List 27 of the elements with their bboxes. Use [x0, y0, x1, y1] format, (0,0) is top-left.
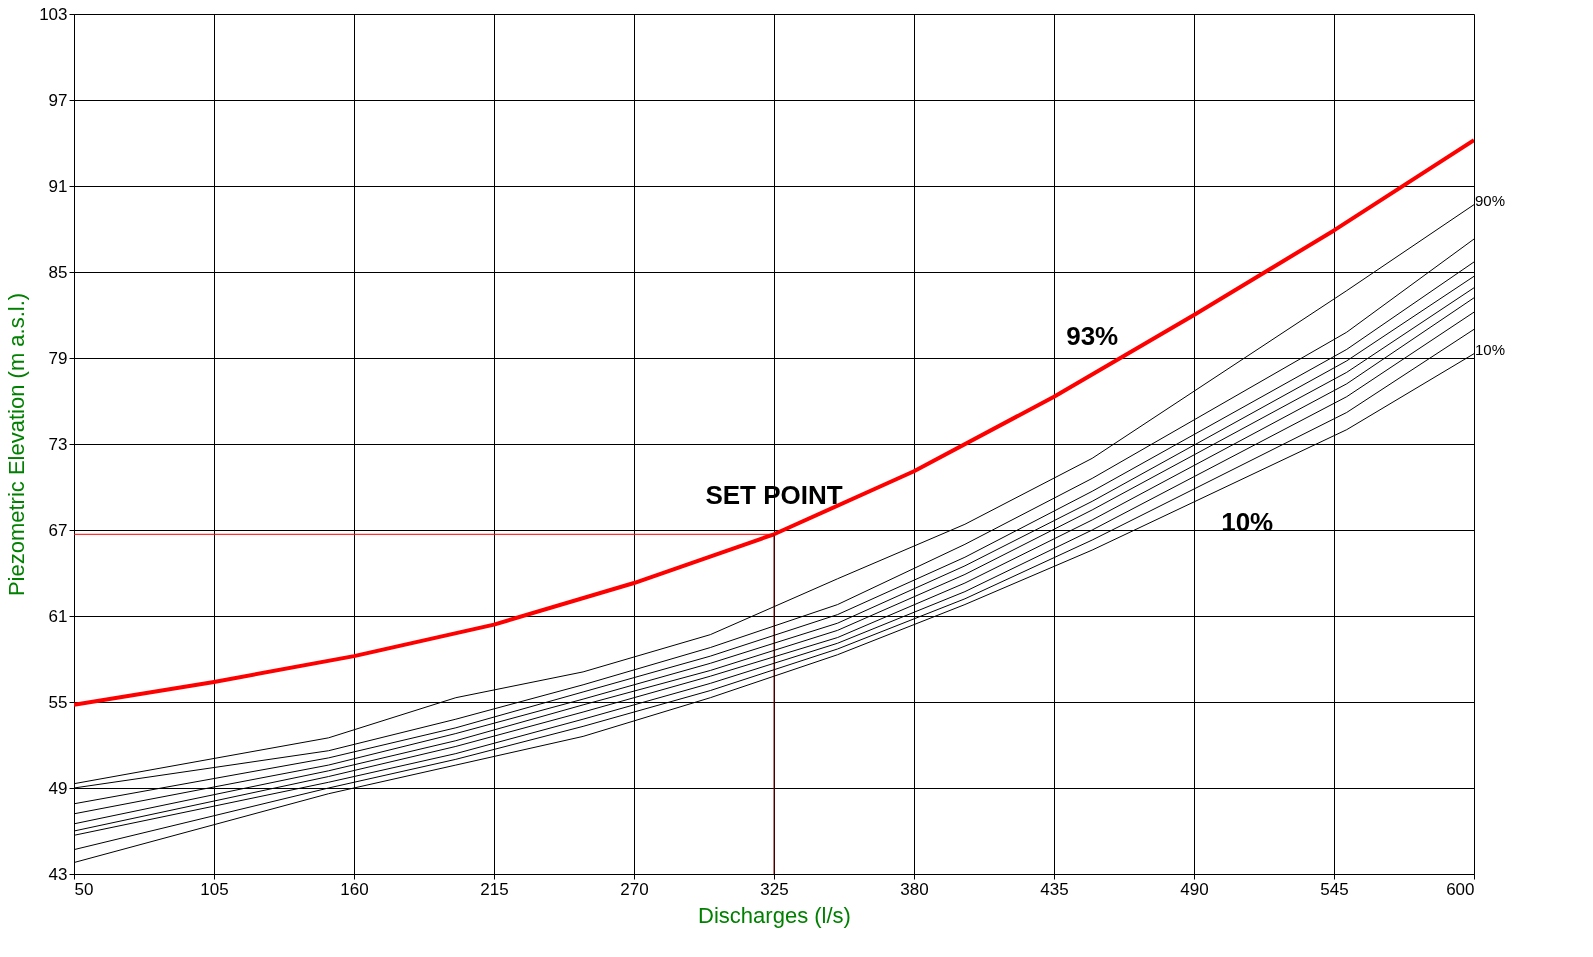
y-tick-label: 49 [48, 778, 68, 798]
x-tick-label: 435 [1040, 879, 1069, 899]
y-tick-label: 97 [48, 90, 68, 110]
y-tick-label: 43 [48, 864, 68, 884]
x-tick-label: 105 [200, 879, 229, 899]
y-tick-label: 55 [48, 692, 68, 712]
y-tick-label: 73 [48, 434, 68, 454]
x-tick-label: 380 [900, 879, 929, 899]
y-tick-label: 67 [48, 520, 68, 540]
x-tick-label: 50 [74, 879, 94, 899]
series-label: 90% [1475, 191, 1506, 209]
y-tick-label: 103 [39, 4, 68, 24]
x-tick-label: 215 [480, 879, 509, 899]
y-tick-label: 91 [48, 176, 68, 196]
x-tick-label: 325 [760, 879, 789, 899]
x-tick-label: 600 [1446, 879, 1475, 899]
y-axis-title: Piezometric Elevation (m a.s.l.) [4, 292, 30, 597]
annotation: 93% [1066, 321, 1119, 352]
series-label: 10% [1475, 340, 1506, 358]
x-tick-label: 545 [1320, 879, 1349, 899]
x-axis-title: Discharges (l/s) [698, 902, 851, 928]
x-tick-label: 490 [1180, 879, 1209, 899]
x-tick-label: 270 [620, 879, 649, 899]
y-tick-label: 85 [48, 262, 68, 282]
y-tick-label: 61 [48, 606, 68, 626]
y-tick-label: 79 [48, 348, 68, 368]
x-tick-label: 160 [340, 879, 369, 899]
